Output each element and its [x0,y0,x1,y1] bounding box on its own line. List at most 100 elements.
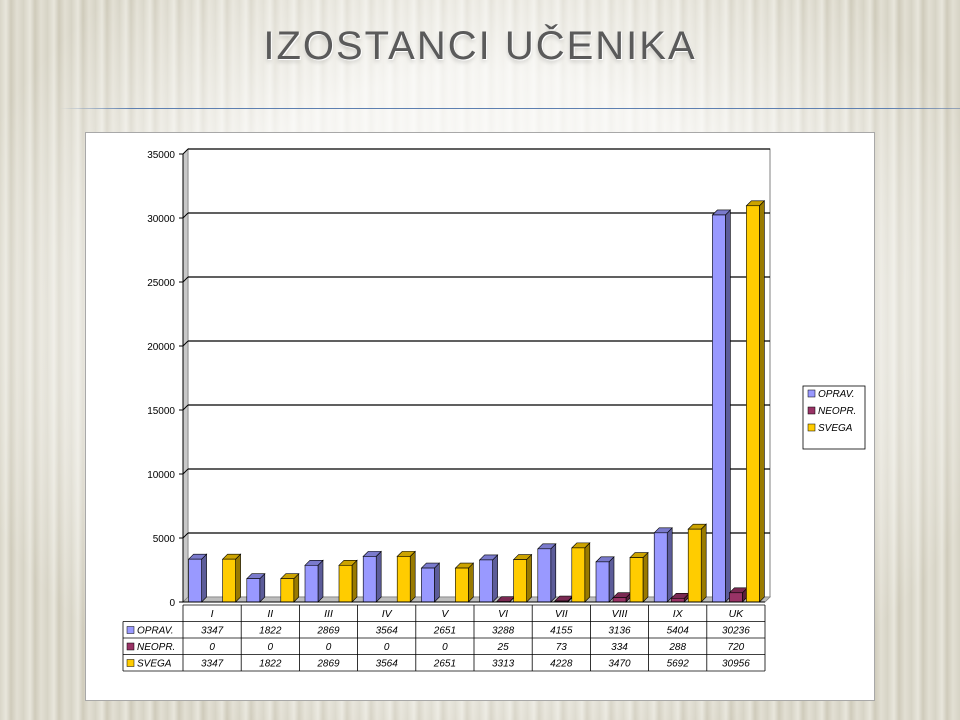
bar-side [759,200,765,603]
bar-front [571,547,586,603]
bar-oprav-vi [478,554,499,603]
bar-front [188,558,202,603]
table-value: 3313 [492,659,515,670]
table-value: 4155 [550,626,573,637]
bar-front [222,558,236,603]
table-series-label: OPRAV. [137,626,174,637]
bar-oprav-iv [362,550,382,603]
category-label: V [441,608,449,620]
bar-side [584,542,591,603]
y-tick-label: 25000 [147,278,175,289]
gridline-side [182,276,189,283]
table-value: 3136 [608,626,631,637]
bar-svega-vii [571,542,591,603]
bar-front [595,561,610,603]
table-value: 4228 [550,659,573,670]
bar-side [409,550,416,603]
bar-front [612,597,627,603]
bar-side [608,556,615,603]
slide-title: Izostanci učenika [263,24,697,68]
table-series-label: SVEGA [137,659,172,670]
bar-oprav-vii [537,543,557,603]
legend: OPRAV. NEOPR. SVEGA [802,385,866,450]
bar-front [280,578,295,603]
table-value: 30956 [722,659,750,670]
table-value: 30236 [722,626,750,637]
gridline-side [182,468,189,475]
bar-side [235,553,241,603]
gridlines [182,148,771,603]
bar-front [246,578,261,603]
category-label: VIII [612,608,628,620]
bar-oprav-v [420,562,441,603]
bar-side [550,543,557,603]
bar-front [304,564,319,603]
bar-oprav-ix [653,527,673,603]
table-value: 5404 [667,626,690,637]
bar-front [653,532,668,603]
y-tick-label: 15000 [147,406,175,417]
bar-side [201,553,207,603]
bar-front [687,528,702,603]
y-tick-label: 20000 [147,342,175,353]
table-value: 0 [326,642,332,653]
category-label: II [267,608,273,620]
axes: 0 5000 10000 15000 20000 25000 30000 35000 [147,150,765,609]
bar-svega-viii [629,551,649,603]
table-value: 288 [668,642,686,653]
legend-swatch [807,389,816,398]
table-value: 73 [556,642,568,653]
table-value: 25 [497,642,510,653]
bar-side [700,523,707,603]
title-underline [60,108,960,109]
bar-side [468,562,474,603]
bar-front [338,564,353,603]
bar-neopr-uk [728,587,749,603]
table-value: 0 [209,642,215,653]
table-value: 3288 [492,626,515,637]
table-value: 2651 [433,626,456,637]
bar-front [513,559,527,603]
bar-oprav-uk [711,209,732,603]
legend-label: NEOPR. [818,406,856,417]
bar-oprav-ii [246,572,266,603]
bar-side [351,559,358,603]
table-value: 0 [268,642,274,653]
table-legend-swatch [126,626,135,634]
bar-front [455,567,469,603]
category-label: III [324,608,333,620]
bar-side [492,554,498,603]
bar-svega-v [454,562,475,603]
bar-svega-vi [512,553,533,603]
table-value: 1822 [259,626,282,637]
plot-wall [187,148,771,598]
table-value: 3347 [201,626,224,637]
category-label: VI [498,608,508,620]
bar-front [479,559,493,603]
bar-side [434,562,440,603]
table-value: 2869 [316,659,340,670]
bar-svega-ix [687,523,707,603]
gridline-side [182,340,189,347]
table-value: 720 [728,642,745,653]
bar-svega-ii [280,572,300,603]
bar-front [670,598,685,603]
gridline-side [182,532,189,539]
legend-swatch [807,406,816,415]
table-value: 1822 [259,659,282,670]
y-tick-label: 5000 [153,534,176,545]
bar-side [317,559,324,603]
gridline-side [182,148,189,155]
category-label: IX [673,608,684,620]
y-tick-label: 35000 [147,150,175,161]
table-value: 2651 [433,659,456,670]
legend-label: SVEGA [818,423,853,434]
bar-front [421,567,435,603]
bar-front [729,592,743,603]
bar-side [526,553,532,603]
bar-side [666,527,673,603]
bar-oprav-i [187,553,208,603]
legend-swatch [807,423,816,432]
table-value: 3470 [608,659,631,670]
